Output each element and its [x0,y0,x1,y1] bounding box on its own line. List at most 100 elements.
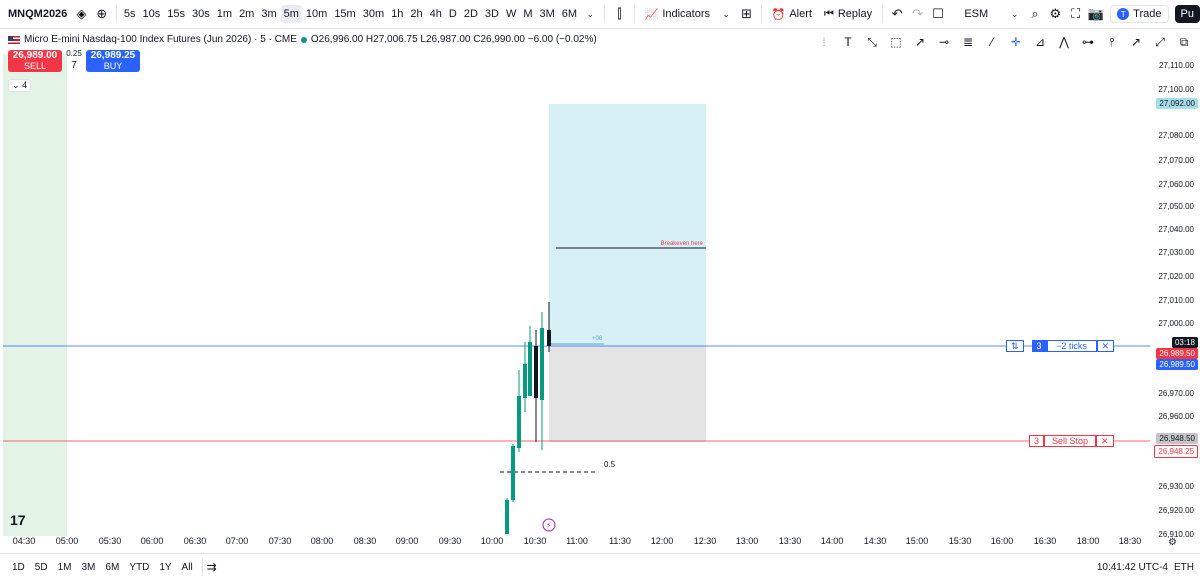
camera-icon[interactable]: 📷 [1087,6,1105,21]
redo-icon[interactable]: ↷ [912,6,923,21]
event-lightning-icon[interactable] [542,518,556,532]
time-tick: 08:00 [310,536,334,546]
measure-tool-icon[interactable]: ↗ [1130,35,1142,49]
position-reverse-button[interactable]: ⇅ [1006,340,1024,352]
timeframe-4h[interactable]: 4h [429,8,442,20]
timeframe-2m[interactable]: 2m [239,8,255,20]
time-axis[interactable]: 04:30 05:00 05:30 06:00 06:30 07:00 07:30 08:00… [0,536,1150,552]
price-label-countdown[interactable]: 03:18 [1171,337,1198,348]
range-all[interactable]: All [181,561,193,573]
stop-close-icon[interactable]: ✕ [1096,435,1114,447]
timeframe-2D[interactable]: 2D [463,8,478,20]
price-axis[interactable]: 27,110.00 27,100.00 27,080.00 27,070.00 27,0… [1143,54,1200,552]
pitchfork-icon[interactable]: ⊿ [1034,35,1046,49]
price-label-target_label[interactable]: 27,092.00 [1156,98,1198,109]
timeframe-2h[interactable]: 2h [410,8,423,20]
trend-line-icon[interactable]: ⁄ [990,35,993,49]
stop-order-chip[interactable]: 3 Sell Stop ✕ [1029,435,1114,447]
crosshair-icon[interactable]: ✛ [1010,35,1022,49]
timeframe-30s[interactable]: 30s [192,8,210,20]
timeframe-3D[interactable]: 3D [484,8,499,20]
trade-button[interactable]: T Trade [1110,5,1169,23]
rectangle-tool-icon[interactable]: ⬚ [890,35,902,49]
templates-grid-icon[interactable]: ⊞ [741,6,752,21]
timeframe-1m[interactable]: 1m [216,8,233,20]
candle-body [517,396,521,448]
checkbox-icon[interactable]: ☐ [932,6,944,21]
timeframe-M[interactable]: M [523,8,533,20]
vertical-line-icon[interactable]: ⫯ [1109,34,1115,49]
text-tool-icon[interactable]: T [844,35,852,49]
timeframe-30m[interactable]: 30m [362,8,385,20]
timeframe-15s[interactable]: 15s [167,8,186,20]
chevron-down-icon[interactable]: ⌄ [586,8,595,19]
replay-button[interactable]: ⏮ Replay [818,8,878,21]
price-label-ask_label[interactable]: 26,989.50 [1156,359,1198,370]
symbol-type-icon[interactable]: ◈ [76,6,87,21]
pattern-tool-icon[interactable]: ⋀ [1059,35,1069,49]
indicators-collapse-button[interactable]: ⌄ 4 [8,79,32,92]
search-zoom-icon[interactable]: ⌕ [1031,6,1039,21]
horizontal-line-icon[interactable]: ⊶ [1082,35,1094,49]
fullscreen-icon[interactable]: ⛶ [1071,6,1081,21]
target-zone[interactable] [549,104,706,346]
timeframe-1h[interactable]: 1h [391,8,404,20]
buy-button[interactable]: 26,989.25 BUY [86,50,140,72]
timeframe-5s[interactable]: 5s [123,8,136,20]
range-1d[interactable]: 1D [12,561,25,573]
clock-time[interactable]: 10:41:42 UTC-4 [1096,562,1168,573]
chevron-down-icon[interactable]: ⌄ [722,8,730,19]
compare-symbol-select[interactable]: ESM [948,8,1004,20]
horizontal-ray-icon[interactable]: ⊸ [938,35,950,49]
time-tick: 14:30 [863,536,887,546]
price-label-bid_label[interactable]: 26,989.50 [1156,348,1198,359]
time-axis-settings-icon[interactable]: ⚙ [1168,537,1177,548]
range-6m[interactable]: 6M [105,561,120,573]
chart-type-candles-icon[interactable]: ⫿ [617,6,622,21]
time-tick: 11:00 [566,536,588,546]
goto-date-icon[interactable]: ⇉ [206,560,217,574]
brush-tool-icon[interactable]: ↗ [914,35,926,49]
gear-icon[interactable]: ⚙ [1049,6,1062,21]
indicators-button[interactable]: 📈 Indicators [639,8,716,21]
position-close-icon[interactable]: ✕ [1096,340,1115,352]
timeframe-3m[interactable]: 3m [261,8,277,20]
range-5d[interactable]: 5D [34,561,48,573]
price-tick: 27,100.00 [1158,85,1194,94]
session-label[interactable]: ETH [1174,562,1194,573]
timeframe-3M[interactable]: 3M [539,8,555,20]
indicators-icon: 📈 [644,8,659,21]
stop-zone[interactable] [549,346,706,442]
compare-add-icon[interactable]: ⊕ [96,6,108,21]
timeframe-15m[interactable]: 15m [334,8,356,20]
range-ytd[interactable]: YTD [129,561,150,573]
alert-button[interactable]: ⏰ Alert [766,8,818,21]
position-order-chip[interactable]: ⇅ 3 −2 ticks ✕ [1006,340,1115,352]
range-3m[interactable]: 3M [81,561,96,573]
price-label-stop_label2[interactable]: 26,948.25 [1154,445,1198,458]
timeframe-10m[interactable]: 10m [305,8,328,20]
timeframe-D[interactable]: D [448,8,457,20]
range-1y[interactable]: 1Y [159,561,172,573]
bottom-toolbar: 1D 5D 1M 3M 6M YTD 1Y All ⇉ 10:41:42 UTC-4 ETH [0,553,1200,580]
fib-retracement-icon[interactable]: ⤢ [1155,34,1165,49]
drag-handle-icon[interactable]: ⁞ [822,35,826,49]
timeframe-10s[interactable]: 10s [142,8,161,20]
time-tick: 07:30 [268,536,292,546]
timeframe-5m[interactable]: 5m [280,5,302,23]
legend-title[interactable]: Micro E-mini Nasdaq-100 Index Futures (J… [24,34,297,45]
more-tools-icon[interactable]: ⧉ [1179,34,1189,49]
price-label-stop_label[interactable]: 26,948.50 [1156,433,1198,444]
chevron-down-icon[interactable]: ⌄ [1010,8,1019,19]
parallel-channel-icon[interactable]: ≣ [962,35,974,49]
range-1m[interactable]: 1M [57,561,72,573]
undo-icon[interactable]: ↶ [891,6,903,21]
publish-button[interactable]: Pu [1174,5,1200,23]
sell-button[interactable]: 26,989.00 SELL [8,50,62,72]
symbol-search[interactable]: MNQM2026 [8,8,68,20]
timeframe-W[interactable]: W [505,8,517,20]
timeframe-6M[interactable]: 6M [561,8,578,20]
path-tool-icon[interactable]: ⤡ [867,34,877,49]
quantity-value[interactable]: 7 [71,60,77,71]
